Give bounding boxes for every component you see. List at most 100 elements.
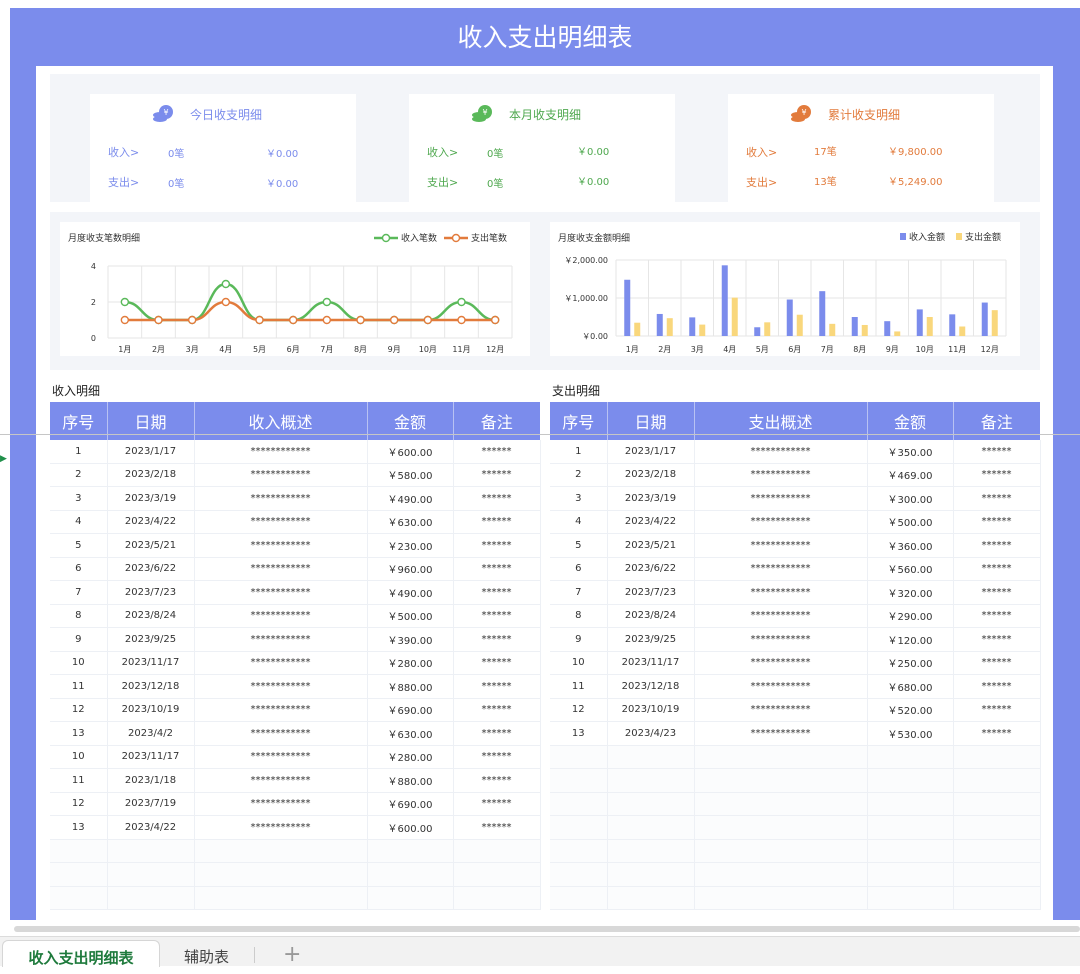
column-header[interactable]: 日期	[107, 402, 195, 440]
table-cell[interactable]: 11	[550, 674, 608, 699]
table-row[interactable]: 7 2023/7/23 ************ ￥320.00 ******	[550, 580, 1041, 605]
table-cell[interactable]: ******	[953, 674, 1041, 699]
table-cell[interactable]: ******	[453, 510, 541, 534]
table-cell[interactable]: ************	[194, 792, 368, 816]
table-cell[interactable]: ******	[953, 604, 1041, 628]
table-cell[interactable]: 10	[50, 745, 108, 769]
table-cell[interactable]: 1	[550, 440, 608, 464]
table-cell[interactable]	[367, 839, 454, 863]
table-cell[interactable]: 2023/10/19	[607, 698, 695, 722]
table-cell[interactable]	[194, 862, 368, 887]
table-row[interactable]	[50, 839, 541, 863]
table-cell[interactable]: ******	[953, 721, 1041, 746]
table-cell[interactable]: ************	[194, 815, 368, 840]
table-cell[interactable]	[50, 886, 108, 910]
table-cell[interactable]: ************	[194, 721, 368, 746]
table-row[interactable]: 10 2023/11/17 ************ ￥280.00 ******	[50, 745, 541, 769]
table-row[interactable]: 1 2023/1/17 ************ ￥350.00 ******	[550, 440, 1041, 464]
table-row[interactable]: 7 2023/7/23 ************ ￥490.00 ******	[50, 580, 541, 605]
column-header[interactable]: 日期	[607, 402, 695, 440]
table-cell[interactable]: 12	[550, 698, 608, 722]
table-row[interactable]: 6 2023/6/22 ************ ￥560.00 ******	[550, 557, 1041, 581]
table-row[interactable]: 13 2023/4/23 ************ ￥530.00 ******	[550, 721, 1041, 746]
table-cell[interactable]: ******	[453, 815, 541, 840]
table-row[interactable]: 10 2023/11/17 ************ ￥250.00 ******	[550, 651, 1041, 675]
table-cell[interactable]: ************	[194, 698, 368, 722]
table-cell[interactable]: ******	[453, 745, 541, 769]
table-cell[interactable]: 2023/7/23	[107, 580, 195, 605]
table-cell[interactable]	[550, 745, 608, 769]
table-cell[interactable]: ************	[694, 440, 868, 464]
table-cell[interactable]	[453, 862, 541, 887]
table-cell[interactable]: ******	[453, 627, 541, 652]
table-cell[interactable]: ************	[194, 745, 368, 769]
table-cell[interactable]: ************	[694, 674, 868, 699]
table-cell[interactable]: 9	[50, 627, 108, 652]
table-cell[interactable]: 7	[50, 580, 108, 605]
table-cell[interactable]	[694, 792, 868, 816]
table-cell[interactable]	[694, 815, 868, 840]
table-cell[interactable]: ************	[194, 510, 368, 534]
table-cell[interactable]: ************	[194, 486, 368, 511]
table-cell[interactable]	[867, 792, 954, 816]
table-cell[interactable]: ￥390.00	[367, 627, 454, 652]
table-cell[interactable]: 2023/11/17	[107, 745, 195, 769]
income-link[interactable]: 收入>	[108, 146, 140, 159]
table-cell[interactable]: 11	[50, 674, 108, 699]
table-cell[interactable]	[607, 886, 695, 910]
table-cell[interactable]: ￥290.00	[867, 604, 954, 628]
table-cell[interactable]: 2023/7/23	[607, 580, 695, 605]
table-cell[interactable]: 2023/12/18	[607, 674, 695, 699]
table-cell[interactable]: ￥350.00	[867, 440, 954, 464]
table-cell[interactable]: ￥250.00	[867, 651, 954, 675]
table-cell[interactable]	[953, 768, 1041, 793]
table-cell[interactable]	[607, 839, 695, 863]
table-cell[interactable]: ******	[953, 698, 1041, 722]
table-cell[interactable]: 2023/9/25	[607, 627, 695, 652]
table-cell[interactable]: ************	[694, 533, 868, 558]
add-sheet-icon[interactable]: +	[283, 942, 302, 967]
table-cell[interactable]: ************	[694, 604, 868, 628]
expense-link[interactable]: 支出>	[108, 176, 140, 189]
table-cell[interactable]: 4	[550, 510, 608, 534]
table-cell[interactable]	[453, 886, 541, 910]
table-cell[interactable]	[953, 839, 1041, 863]
table-cell[interactable]: 13	[50, 815, 108, 840]
table-cell[interactable]	[607, 815, 695, 840]
table-cell[interactable]: 2023/4/22	[107, 510, 195, 534]
table-cell[interactable]: 2023/1/17	[607, 440, 695, 464]
table-cell[interactable]: ￥490.00	[367, 580, 454, 605]
table-cell[interactable]: 2023/7/19	[107, 792, 195, 816]
table-cell[interactable]	[607, 862, 695, 887]
table-cell[interactable]	[867, 768, 954, 793]
table-cell[interactable]: 2023/11/17	[107, 651, 195, 675]
table-cell[interactable]	[50, 862, 108, 887]
table-cell[interactable]: ￥120.00	[867, 627, 954, 652]
table-cell[interactable]: ******	[453, 768, 541, 793]
table-cell[interactable]: ************	[194, 674, 368, 699]
table-cell[interactable]: ************	[694, 698, 868, 722]
table-cell[interactable]	[607, 792, 695, 816]
table-cell[interactable]: 2023/3/19	[607, 486, 695, 511]
table-cell[interactable]	[867, 839, 954, 863]
table-cell[interactable]	[694, 768, 868, 793]
table-cell[interactable]: ************	[694, 486, 868, 511]
table-cell[interactable]: ￥630.00	[367, 721, 454, 746]
table-row[interactable]: 5 2023/5/21 ************ ￥230.00 ******	[50, 533, 541, 558]
table-cell[interactable]: 8	[550, 604, 608, 628]
table-cell[interactable]	[607, 768, 695, 793]
table-row[interactable]	[550, 745, 1041, 769]
table-cell[interactable]: ******	[953, 557, 1041, 581]
table-cell[interactable]: ******	[453, 651, 541, 675]
table-cell[interactable]: ******	[453, 580, 541, 605]
table-cell[interactable]	[953, 862, 1041, 887]
table-cell[interactable]	[867, 745, 954, 769]
table-cell[interactable]: ******	[953, 463, 1041, 487]
table-cell[interactable]: ************	[694, 627, 868, 652]
table-cell[interactable]	[550, 815, 608, 840]
column-header[interactable]: 收入概述	[194, 402, 368, 440]
table-cell[interactable]: ************	[694, 510, 868, 534]
column-header[interactable]: 备注	[953, 402, 1040, 440]
table-cell[interactable]: 4	[50, 510, 108, 534]
table-row[interactable]: 13 2023/4/2 ************ ￥630.00 ******	[50, 721, 541, 746]
